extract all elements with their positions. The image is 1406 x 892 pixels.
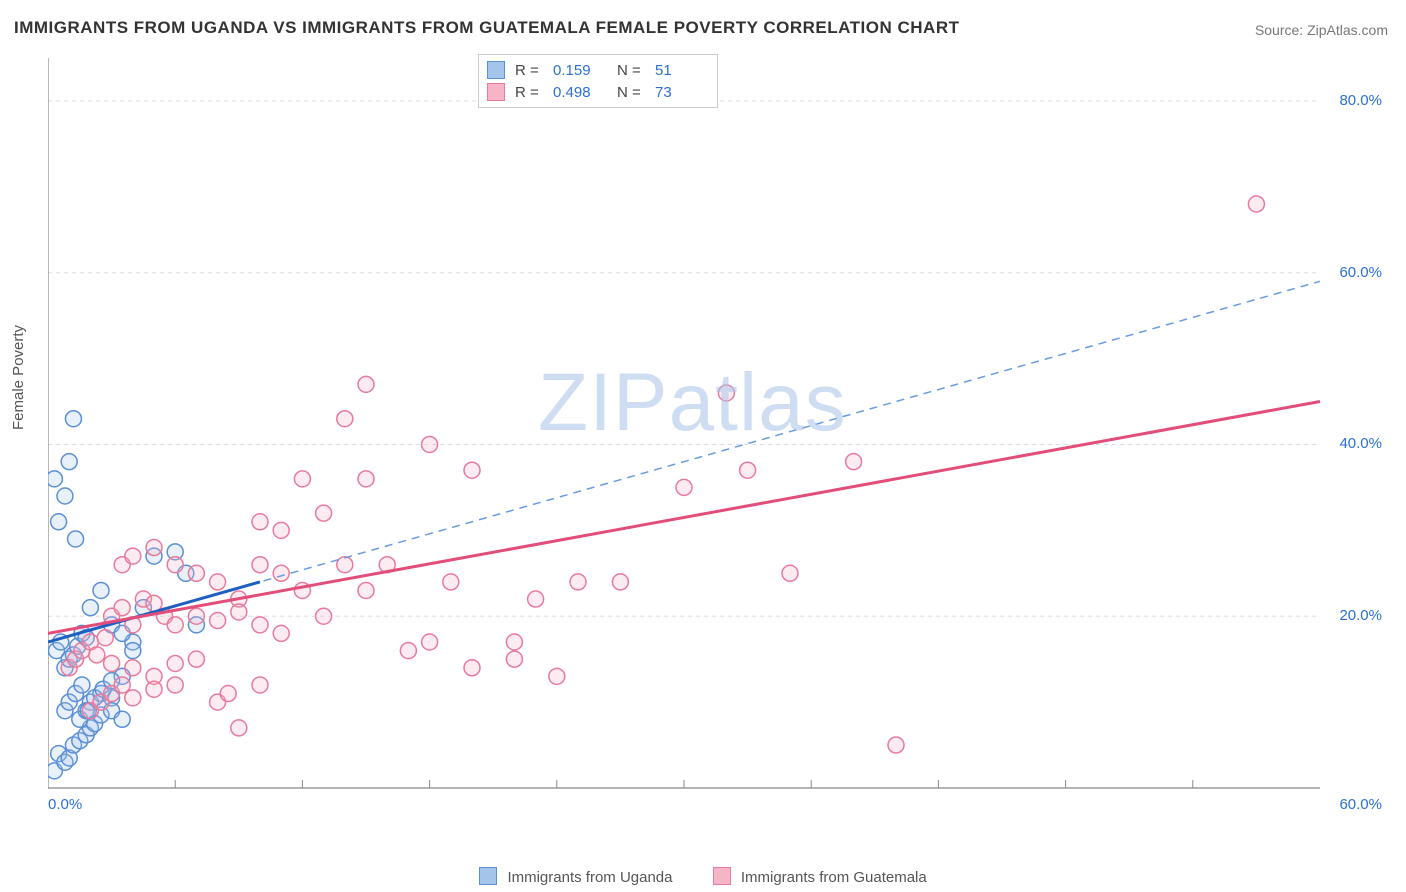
legend-item-uganda: Immigrants from Uganda	[479, 869, 676, 886]
page-title: IMMIGRANTS FROM UGANDA VS IMMIGRANTS FRO…	[14, 18, 959, 38]
legend-label-guatemala: Immigrants from Guatemala	[741, 869, 927, 886]
legend-swatch-guatemala	[713, 867, 731, 885]
y-axis-label: Female Poverty	[10, 325, 27, 430]
correlation-stats-box: R = 0.159 N = 51 R = 0.498 N = 73	[478, 54, 718, 108]
bottom-legend: Immigrants from Uganda Immigrants from G…	[0, 867, 1406, 886]
stat-swatch	[487, 61, 505, 79]
y-tick-label: 80.0%	[1339, 92, 1382, 109]
chart-area: ZIPatlas R =0.159N =51R =0.498N =73 20.0…	[48, 50, 1388, 822]
stat-n-value: 51	[655, 62, 709, 79]
y-tick-label: 20.0%	[1339, 607, 1382, 624]
stat-r-label: R =	[515, 62, 543, 79]
stat-r-value: 0.498	[553, 84, 607, 101]
legend-item-guatemala: Immigrants from Guatemala	[713, 869, 927, 886]
x-tick-label: 60.0%	[1339, 796, 1382, 813]
stat-n-label: N =	[617, 84, 645, 101]
y-tick-label: 60.0%	[1339, 264, 1382, 281]
source-label: Source: ZipAtlas.com	[1255, 22, 1388, 38]
scatter-chart	[48, 50, 1388, 822]
stat-swatch	[487, 83, 505, 101]
stat-row: R = 0.159 N = 51	[487, 59, 709, 81]
stat-row: R = 0.498 N = 73	[487, 81, 709, 103]
stat-n-value: 73	[655, 84, 709, 101]
stat-r-value: 0.159	[553, 62, 607, 79]
stat-n-label: N =	[617, 62, 645, 79]
stat-r-label: R =	[515, 84, 543, 101]
legend-label-uganda: Immigrants from Uganda	[507, 869, 672, 886]
y-tick-label: 40.0%	[1339, 435, 1382, 452]
legend-swatch-uganda	[479, 867, 497, 885]
x-tick-label: 0.0%	[48, 796, 82, 813]
